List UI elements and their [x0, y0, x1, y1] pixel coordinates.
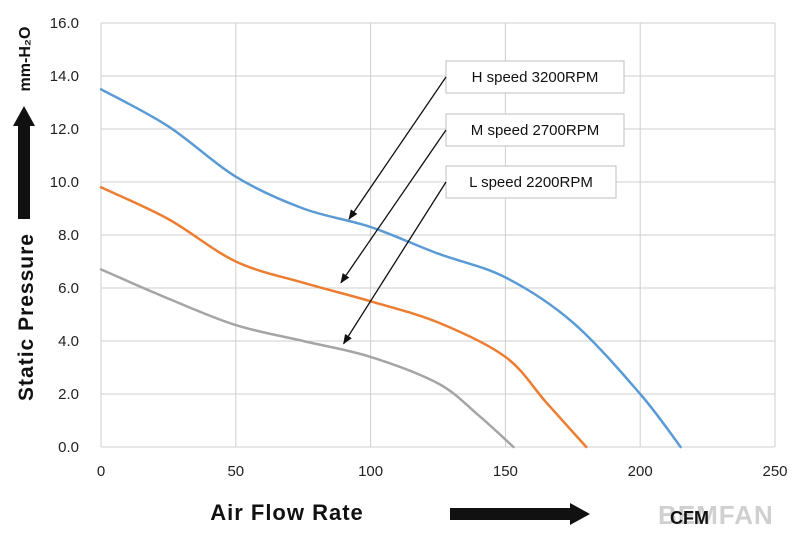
x-tick-label: 150 — [493, 463, 518, 480]
legend-label: M speed 2700RPM — [471, 122, 599, 139]
legend-label: L speed 2200RPM — [469, 174, 593, 191]
tick-labels: 0 50 100 150 200 250 0.0 2.0 4.0 6.0 8.0 10.0 12.0 14… — [50, 15, 788, 480]
x-axis-title: Air Flow Rate — [210, 500, 364, 525]
y-tick-label: 0.0 — [58, 439, 79, 456]
y-tick-label: 2.0 — [58, 386, 79, 403]
y-tick-label: 8.0 — [58, 227, 79, 244]
x-axis-unit: CFM — [670, 508, 709, 528]
legend-box-l-speed: L speed 2200RPM — [343, 165, 617, 345]
legend-arrow — [343, 181, 447, 345]
y-tick-label: 12.0 — [50, 121, 79, 138]
legend-arrow — [348, 76, 447, 220]
x-tick-label: 200 — [628, 463, 653, 480]
x-tick-label: 50 — [227, 463, 244, 480]
y-tick-label: 10.0 — [50, 174, 79, 191]
legend-box-h-speed: H speed 3200RPM — [348, 60, 625, 220]
x-tick-label: 0 — [97, 463, 105, 480]
series-line-m-speed — [99, 186, 588, 449]
y-tick-label: 14.0 — [50, 68, 79, 85]
x-tick-label: 100 — [358, 463, 383, 480]
legend-arrow — [340, 129, 447, 284]
y-axis-unit: mm-H₂O — [17, 27, 34, 92]
x-axis-arrow-icon — [450, 503, 590, 525]
legend-box-m-speed: M speed 2700RPM — [340, 113, 625, 284]
y-tick-label: 16.0 — [50, 15, 79, 32]
watermark: BEMFAN — [658, 500, 774, 530]
y-tick-label: 6.0 — [58, 280, 79, 297]
series-line-l-speed — [99, 268, 515, 449]
y-axis-title: Static Pressure — [15, 233, 38, 401]
legend-callouts: H speed 3200RPM M speed 2700RPM L speed 22… — [340, 60, 625, 345]
y-axis-arrow-icon — [13, 106, 35, 219]
x-tick-label: 250 — [762, 463, 787, 480]
legend-label: H speed 3200RPM — [472, 69, 599, 86]
y-tick-label: 4.0 — [58, 333, 79, 350]
grid-lines — [100, 22, 776, 448]
